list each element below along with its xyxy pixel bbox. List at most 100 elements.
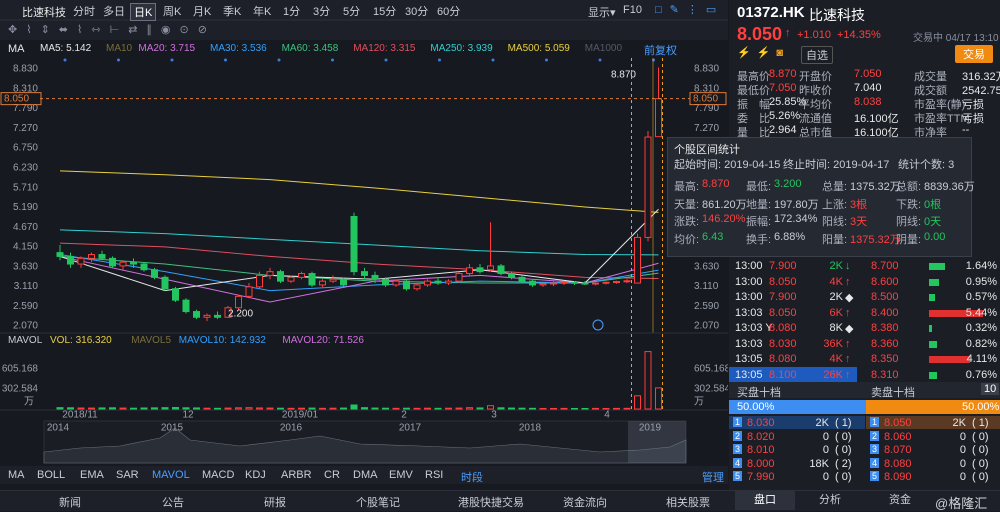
period-tab[interactable]: 5分 <box>343 6 361 18</box>
period-tab[interactable]: 3分 <box>313 6 331 18</box>
candle-body <box>382 278 389 286</box>
ma-legend: MA10 <box>106 43 133 54</box>
candle-body <box>644 136 652 238</box>
adjust-menu[interactable]: 前复权 <box>644 45 677 57</box>
indicator-tab[interactable]: RSI <box>425 469 444 481</box>
bottom-tab[interactable]: 盘口 <box>735 491 795 510</box>
y-tick-label: 6.750 <box>13 143 38 154</box>
candle-body <box>497 265 505 275</box>
bottom-tab[interactable]: 港股快捷交易 <box>458 497 524 509</box>
candle-body <box>361 271 368 276</box>
ma-line <box>59 170 659 213</box>
stat-label: 市盈率(静) <box>914 99 966 111</box>
dot-marker <box>438 58 441 62</box>
period-tab[interactable]: 1分 <box>283 6 301 18</box>
stat-value: 316.32万 <box>962 71 1000 83</box>
bottom-tab[interactable]: 相关股票 <box>666 497 710 509</box>
period-tab[interactable]: 30分 <box>405 6 429 18</box>
y-tick-label: 7.790 <box>13 103 38 114</box>
candle-body <box>413 284 421 290</box>
bottom-tab[interactable]: 个股笔记 <box>356 497 400 509</box>
volume-bar <box>655 387 662 410</box>
period-tab[interactable]: 年K <box>253 6 272 18</box>
period-tab[interactable]: 分时 <box>73 6 95 18</box>
watch-button[interactable]: 自选 <box>801 46 833 64</box>
indicator-tab[interactable]: MAVOL <box>152 469 190 481</box>
volume-bar <box>518 407 526 410</box>
last-price-label: 8.050 <box>4 93 29 104</box>
f10-button[interactable]: F10 <box>623 4 642 16</box>
trade-highlight <box>729 366 857 382</box>
bottom-tab[interactable]: 分析 <box>819 494 841 506</box>
volume-bar <box>256 407 263 410</box>
dist-pct: 5.44% <box>965 306 997 319</box>
volume-bar <box>161 407 169 410</box>
indicator-tab[interactable]: EMA <box>80 469 104 481</box>
period-tab[interactable]: 60分 <box>437 6 461 18</box>
candle-body <box>623 280 631 283</box>
volume-bar <box>434 407 442 410</box>
year-label: 2016 <box>280 423 303 434</box>
depth-highlight <box>866 416 1000 429</box>
indicator-tab[interactable]: SAR <box>116 469 139 481</box>
display-menu[interactable]: 显示▾ <box>588 7 616 19</box>
candle-body <box>193 311 200 318</box>
candle-body <box>329 278 337 282</box>
popup-value: 146.20% <box>702 213 746 225</box>
popup-value: 3根 <box>850 198 868 211</box>
indicator-tab[interactable]: MA <box>8 469 25 481</box>
period-tab[interactable]: 多日 <box>103 6 125 18</box>
indicator-tab[interactable]: ARBR <box>281 469 312 481</box>
period-tab[interactable]: 月K <box>193 6 212 18</box>
candle-body <box>308 273 316 286</box>
indicator-tab[interactable]: CR <box>324 469 340 481</box>
popup-label: 涨跌: <box>674 216 700 228</box>
volume-bar <box>424 407 431 410</box>
candle-body <box>224 307 232 318</box>
status: 交易中 04/17 13:10 <box>913 33 999 44</box>
dist-bar <box>929 356 971 363</box>
depth-price: 8.050 <box>884 417 912 429</box>
stat-label: 成交额 <box>914 85 947 97</box>
candle-body <box>151 269 158 278</box>
period-tab[interactable]: 季K <box>223 6 242 18</box>
volume-bar <box>277 407 284 410</box>
volume-bar <box>298 407 305 410</box>
indicator-tab[interactable]: BOLL <box>37 469 66 481</box>
ma-legend: MA20: 3.715 <box>138 43 196 54</box>
indicator-tab[interactable]: KDJ <box>245 469 266 481</box>
bottom-tab[interactable]: 研报 <box>264 497 286 509</box>
indicator-tab[interactable]: MACD <box>202 469 235 481</box>
indicator-tab[interactable]: EMV <box>389 469 413 481</box>
bottom-tab[interactable]: 资金 <box>889 494 911 506</box>
bottom-tab[interactable]: 公告 <box>162 497 184 509</box>
volume-bar <box>350 404 358 410</box>
trade-price: 7.900 <box>769 260 797 272</box>
sell-ratio-bar <box>866 400 1000 414</box>
manage-button[interactable]: 管理 <box>702 472 724 484</box>
period-tab[interactable]: 日K <box>130 3 157 21</box>
candle-body <box>613 281 620 284</box>
volume-bar <box>602 407 610 410</box>
bottom-tab[interactable]: 新闻 <box>59 497 81 509</box>
indicator-tab[interactable]: 时段 <box>461 472 483 484</box>
period-tab[interactable]: 15分 <box>373 6 397 18</box>
year-label: 2015 <box>161 423 184 434</box>
period-tab[interactable]: 周K <box>163 6 182 18</box>
dist-pct: 0.95% <box>965 275 997 288</box>
candle-body <box>77 257 85 265</box>
volume-bar <box>445 407 452 410</box>
levels-button[interactable]: 10 <box>981 383 1000 395</box>
depth-count: ( 1) <box>972 417 989 429</box>
vol-tick-label: 302.584 <box>2 383 39 394</box>
depth-vol: 2K <box>952 417 966 429</box>
trade-button[interactable]: 交易 <box>955 45 993 63</box>
popup-value: 0根 <box>924 198 942 211</box>
volume-bar <box>109 407 116 410</box>
indicator-tab[interactable]: DMA <box>353 469 378 481</box>
bottom-tab[interactable]: 资金流向 <box>563 497 607 509</box>
candle-body <box>161 276 169 290</box>
volume-bar <box>361 407 368 410</box>
ma-legend: MA1000 <box>584 43 623 54</box>
